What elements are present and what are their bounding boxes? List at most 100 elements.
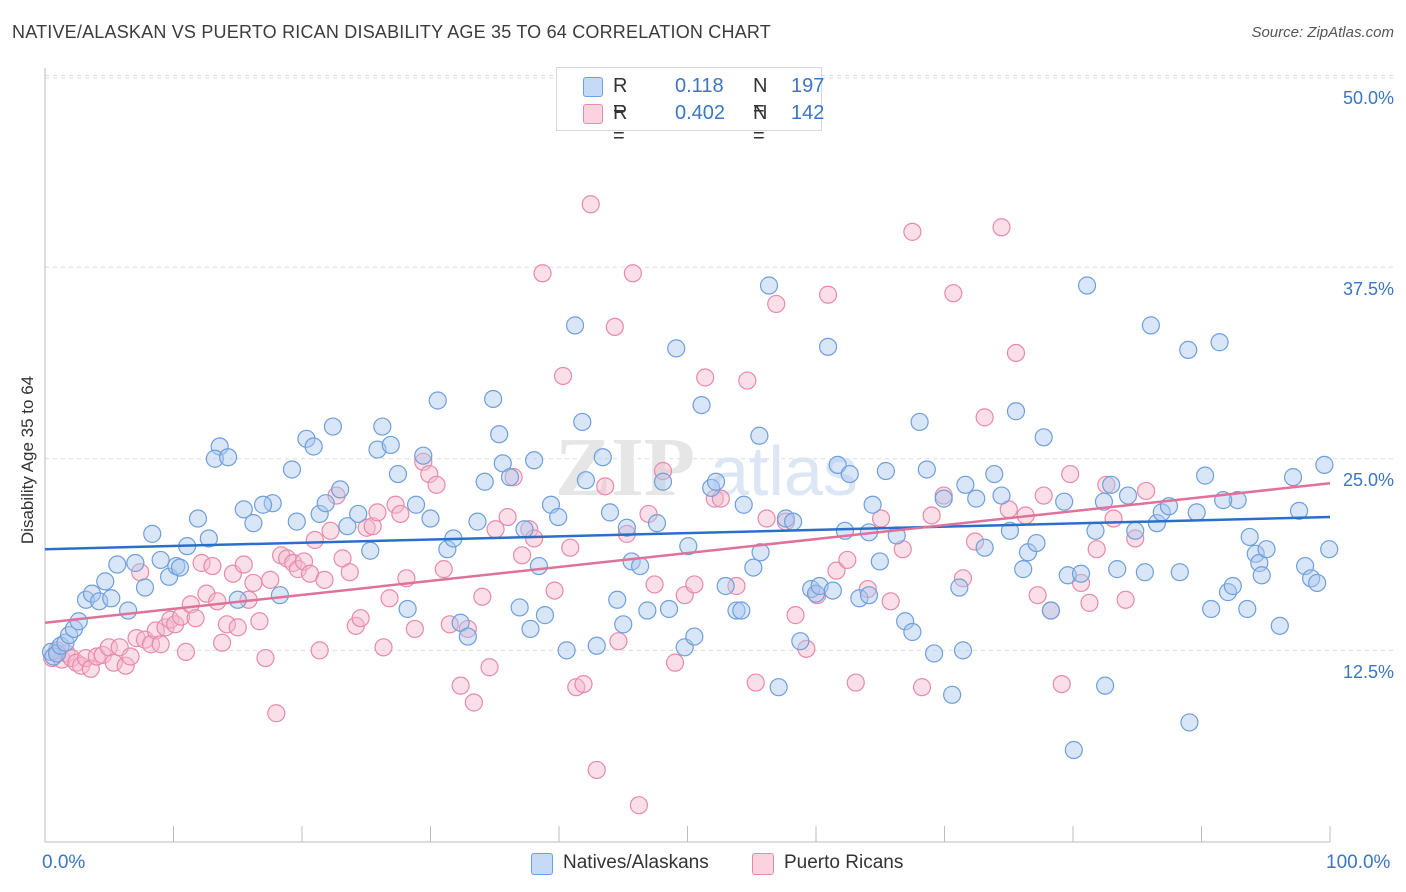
puerto-rican-point — [665, 653, 685, 672]
native-alaskan-point — [769, 678, 788, 697]
puerto-rican-point — [1087, 540, 1106, 559]
puerto-rican-point — [1034, 486, 1053, 505]
native-alaskan-point — [896, 612, 915, 631]
watermark: ZIP atlas — [555, 421, 858, 514]
native-alaskan-point — [638, 601, 657, 620]
native-alaskan-point — [557, 641, 576, 660]
native-alaskan-point — [818, 337, 838, 356]
native-alaskan-point — [631, 556, 650, 576]
puerto-rican-point — [340, 563, 359, 582]
puerto-rican-point — [464, 693, 483, 712]
puerto-rican-point — [1052, 675, 1071, 694]
watermark-zip: ZIP — [555, 421, 695, 514]
n-value: 197 — [791, 75, 825, 97]
native-alaskan-point — [1126, 521, 1145, 540]
native-alaskan-point — [903, 622, 922, 642]
native-alaskan-point — [421, 509, 440, 528]
puerto-rican-point — [234, 555, 253, 574]
puerto-rican-point — [351, 609, 370, 628]
puerto-rican-point — [217, 615, 237, 634]
puerto-ricans-swatch — [583, 104, 603, 124]
native-alaskan-point — [1257, 540, 1276, 559]
watermark-atlas: atlas — [710, 432, 858, 510]
n-label: N = — [753, 102, 768, 147]
native-alaskan-point — [1034, 428, 1053, 447]
puerto-rican-point — [757, 509, 776, 528]
puerto-ricans-trend-line — [44, 482, 1331, 625]
native-alaskan-point — [458, 627, 477, 646]
native-alaskan-point — [1210, 333, 1229, 352]
native-alaskan-point — [1270, 616, 1289, 635]
native-alaskan-point — [253, 495, 273, 514]
puerto-rican-point — [605, 317, 624, 337]
puerto-rican-point — [386, 495, 405, 514]
puerto-rican-point — [965, 532, 985, 551]
puerto-rican-point — [609, 632, 628, 651]
native-alaskan-point — [406, 495, 426, 514]
native-alaskan-point — [398, 599, 417, 619]
native-alaskan-point — [622, 552, 641, 571]
puerto-rican-point — [1126, 529, 1145, 548]
puerto-rican-point — [141, 635, 161, 654]
puerto-rican-point — [581, 195, 600, 214]
native-alaskan-point — [587, 636, 606, 655]
natives-alaskans-points — [41, 276, 1339, 760]
native-alaskan-point — [876, 461, 895, 481]
native-alaskan-point — [170, 558, 190, 577]
puerto-rican-point — [121, 647, 140, 666]
native-alaskan-point — [870, 552, 889, 571]
native-alaskan-point — [953, 641, 973, 660]
n-label: N = — [753, 75, 768, 120]
n-value: 142 — [791, 102, 825, 124]
trend-lines — [44, 482, 1331, 625]
native-alaskan-point — [1096, 676, 1115, 695]
native-alaskan-point — [950, 578, 969, 597]
y-tick-label-50: 50.0% — [1342, 88, 1394, 108]
puerto-rican-point — [574, 675, 593, 694]
native-alaskan-point — [967, 489, 986, 508]
puerto-rican-point — [838, 550, 857, 570]
native-alaskan-point — [1238, 599, 1257, 619]
native-alaskan-point — [199, 529, 218, 548]
native-alaskan-point — [119, 601, 138, 620]
native-alaskan-point — [750, 426, 769, 445]
native-alaskan-point — [1118, 486, 1138, 505]
native-alaskan-point — [381, 435, 400, 455]
puerto-rican-point — [903, 222, 922, 241]
native-alaskan-point — [1077, 276, 1097, 295]
puerto-rican-point — [1028, 586, 1047, 605]
native-alaskan-point — [667, 339, 686, 358]
puerto-rican-point — [738, 371, 757, 390]
puerto-rican-point — [315, 570, 334, 589]
native-alaskan-point — [653, 472, 673, 491]
native-alaskan-point — [1147, 514, 1167, 533]
native-alaskan-point — [565, 316, 585, 335]
puerto-rican-point — [434, 560, 453, 579]
native-alaskan-point — [975, 538, 994, 557]
puerto-rican-point — [368, 503, 387, 522]
native-alaskan-point — [234, 500, 253, 519]
puerto-rican-point — [545, 581, 564, 600]
native-alaskan-point — [859, 586, 879, 605]
puerto-rican-point — [818, 285, 838, 304]
puerto-rican-point — [992, 218, 1011, 237]
puerto-rican-point — [653, 461, 673, 481]
puerto-rican-point — [305, 530, 324, 550]
native-alaskan-point — [685, 627, 704, 646]
native-alaskan-point — [1218, 583, 1238, 602]
native-alaskan-point — [934, 489, 953, 508]
stats-box: R = 0.118 N = 197 R = 0.402 N = 142 — [556, 67, 825, 147]
native-alaskan-point — [108, 555, 127, 574]
puerto-rican-point — [186, 609, 205, 628]
puerto-rican-point — [256, 648, 275, 668]
natives-swatch — [583, 77, 603, 97]
native-alaskan-point — [1102, 475, 1121, 494]
puerto-rican-point — [623, 264, 642, 283]
native-alaskan-point — [282, 460, 302, 479]
puerto-rican-point — [363, 517, 382, 536]
native-alaskan-point — [468, 512, 487, 531]
r-value: 0.118 — [675, 75, 724, 97]
puerto-rican-point — [533, 264, 552, 283]
puerto-rican-point — [380, 589, 399, 608]
